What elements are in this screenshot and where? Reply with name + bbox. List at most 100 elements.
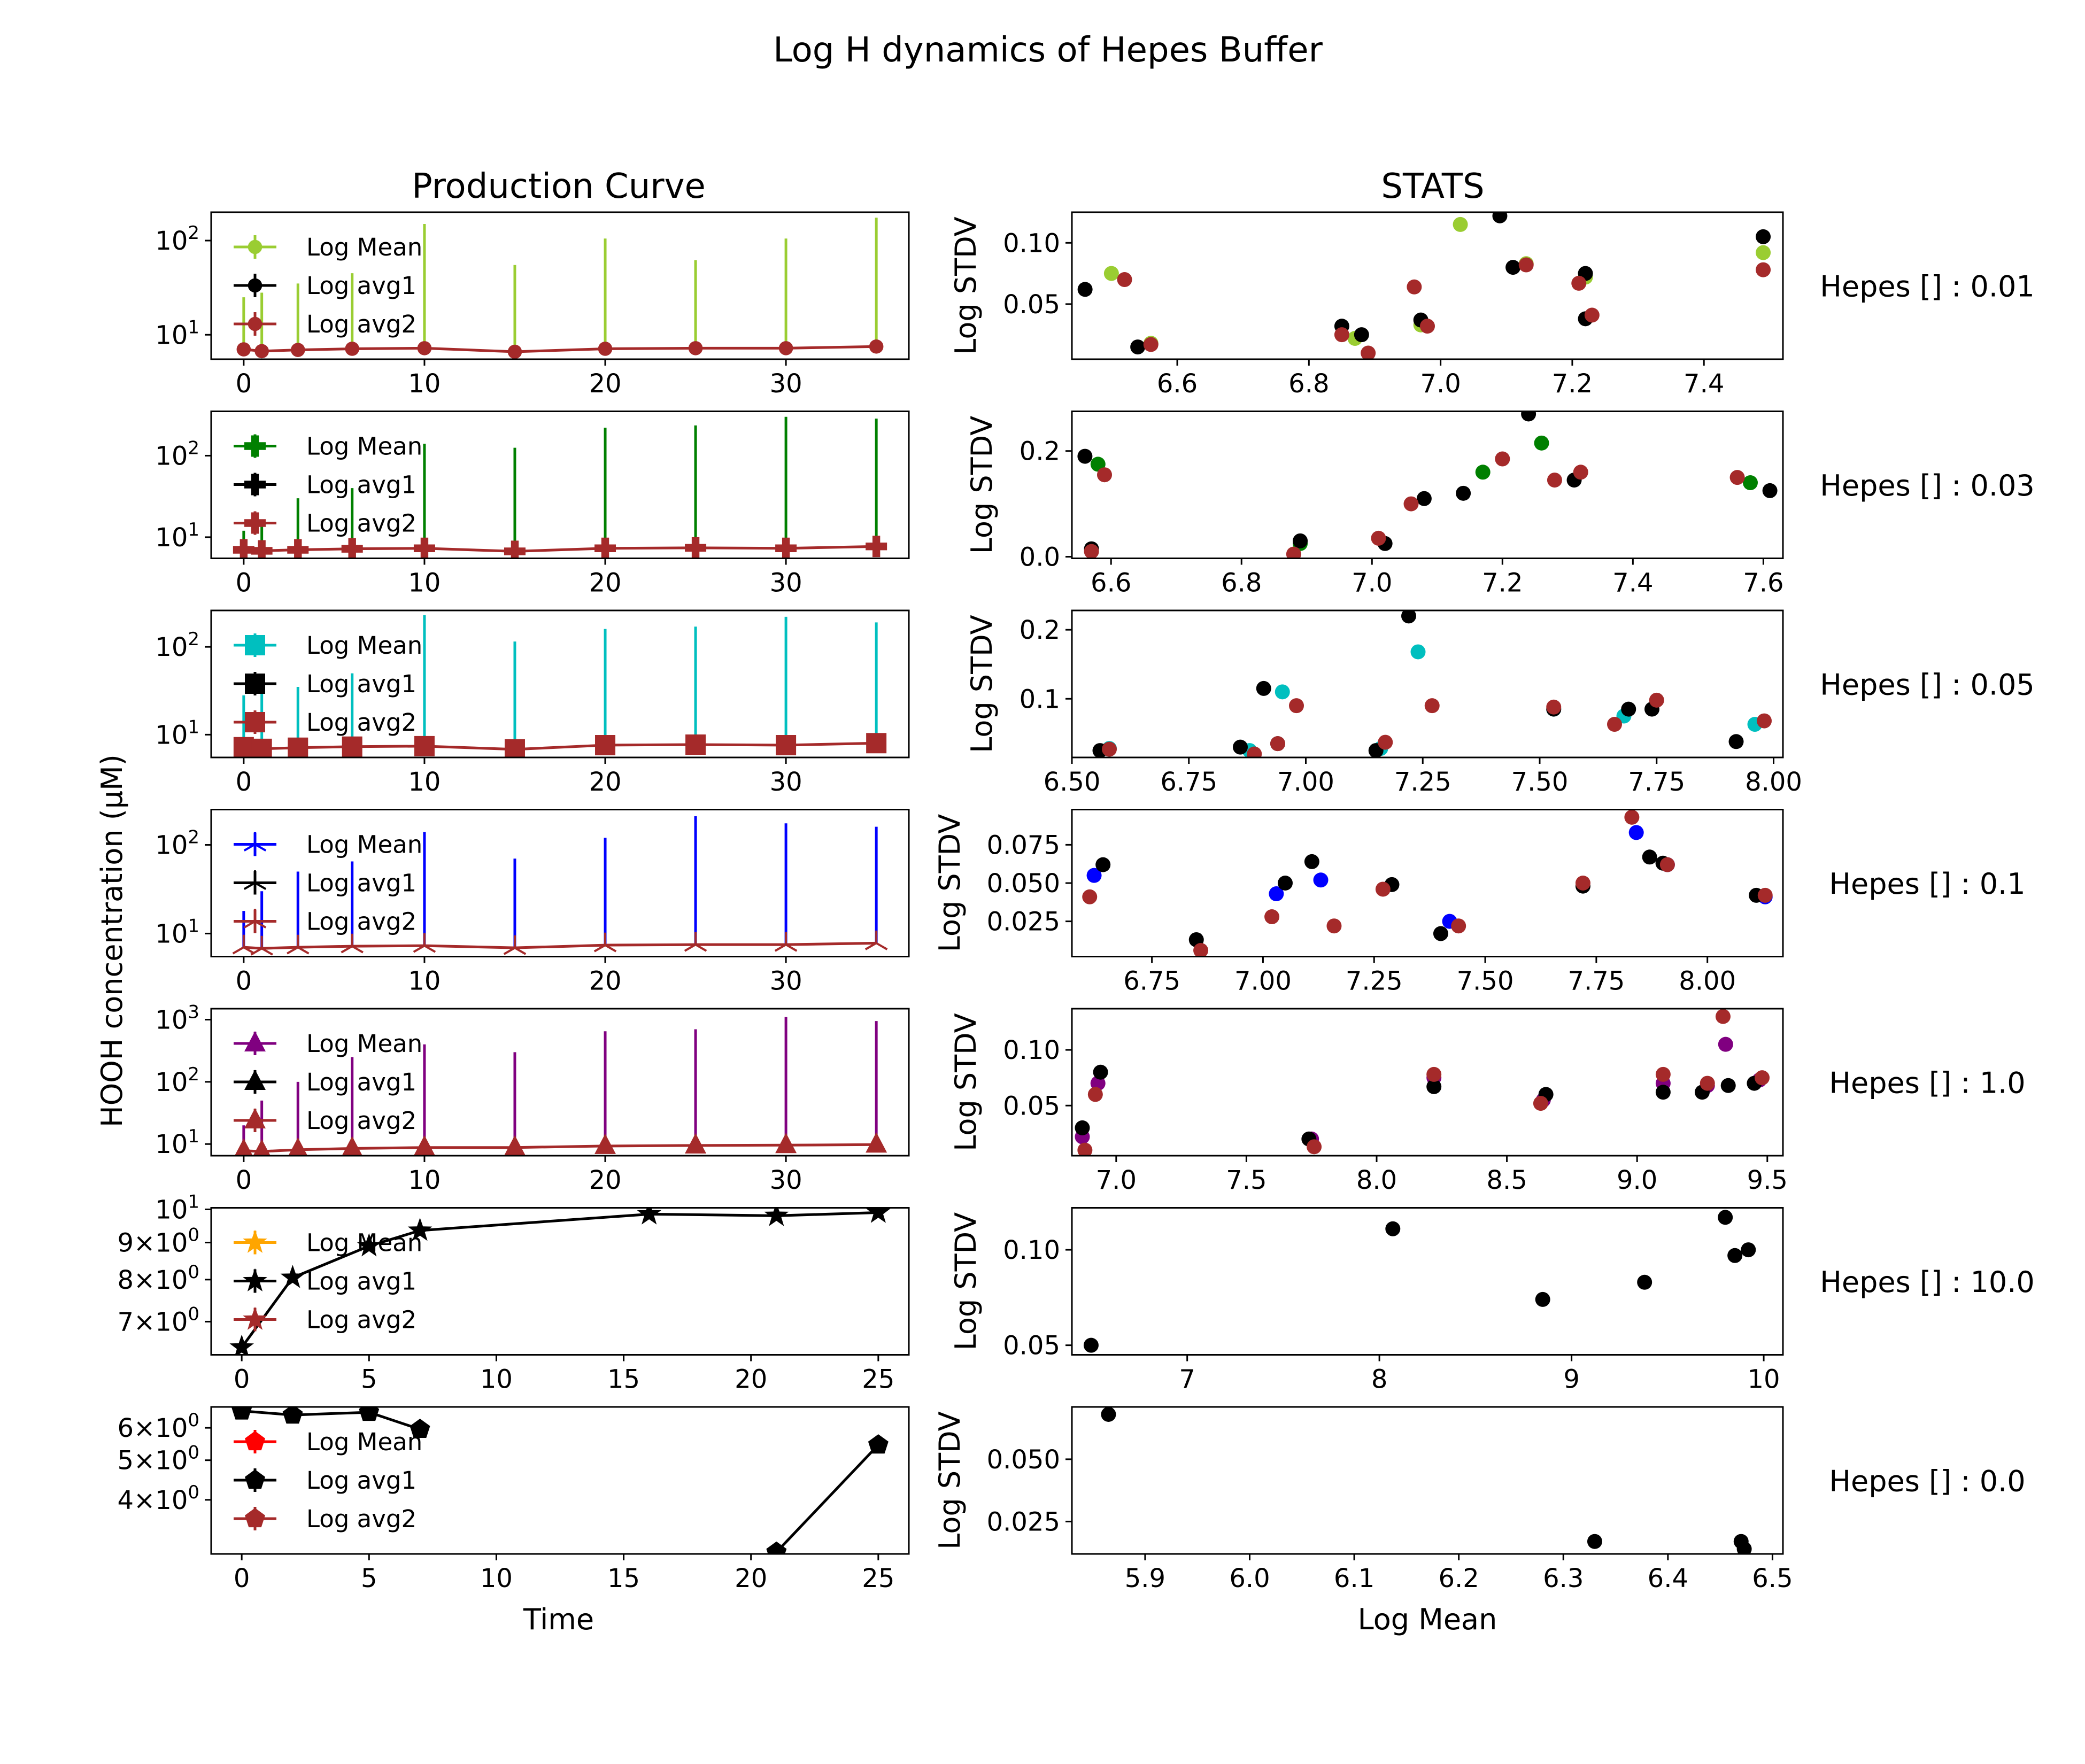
avg2-point — [593, 932, 617, 953]
x-tick-label: 7.2 — [1552, 369, 1593, 399]
y-tick-label: 0.2 — [1020, 615, 1060, 645]
stats-avg1-point — [1587, 1534, 1602, 1549]
x-tick-label: 7.0 — [1096, 1165, 1137, 1195]
legend-label: Log avg2 — [306, 1505, 416, 1533]
legend-marker — [243, 870, 267, 890]
legend-label: Log avg1 — [306, 272, 416, 300]
avg2-point — [345, 342, 360, 356]
x-tick-label: 7.6 — [1743, 568, 1783, 598]
stats-avg1-point — [1505, 260, 1521, 275]
stats-y-label: Log STDV — [933, 814, 967, 953]
x-tick-label: 7.25 — [1346, 966, 1403, 996]
stats-avg2-point — [1326, 918, 1342, 934]
y-tick-label: 0.05 — [1003, 1091, 1060, 1121]
legend-marker — [243, 1306, 267, 1330]
x-tick-label: 0 — [236, 369, 252, 399]
x-tick-label: 5.9 — [1125, 1564, 1165, 1593]
avg2-point — [236, 342, 251, 357]
x-tick-label: 7.5 — [1226, 1165, 1267, 1195]
production-axes-frame — [210, 411, 910, 559]
x-tick-label: 10 — [480, 1564, 513, 1593]
stats-avg1-point — [1642, 849, 1657, 865]
suptitle: Log H dynamics of Hepes Buffer — [773, 30, 1323, 70]
y-tick-label: 0.1 — [1020, 684, 1060, 714]
stats-avg2-point — [1361, 345, 1376, 359]
legend-marker — [243, 1229, 267, 1253]
x-tick-label: 8.00 — [1679, 966, 1736, 996]
y-tick-label: 0.0 — [1020, 543, 1060, 572]
stats-panel: 6.75 7.00 7.25 7.50 7.75 8.00 0.025 0.050 0.075 L… — [933, 809, 2026, 996]
legend-label: Log avg2 — [306, 708, 416, 737]
stats-avg1-point — [1741, 1242, 1756, 1258]
stats-avg2-point — [1097, 467, 1113, 483]
x-tick-label: 15 — [607, 1564, 640, 1593]
production-panel: 0 10 20 30 101 102 Log Mean Log avg1 Log avg2 — [155, 809, 910, 996]
x-tick-label: 0 — [236, 966, 252, 996]
stats-avg1-point — [1077, 448, 1093, 464]
x-tick-label: 0 — [236, 767, 252, 797]
avg2-point — [250, 935, 273, 956]
avg2-point — [414, 736, 435, 756]
stats-plot-area — [1101, 1407, 1752, 1554]
stats-avg2-point — [1117, 272, 1132, 288]
stats-avg2-point — [1575, 876, 1590, 891]
stats-avg2-point — [1729, 470, 1745, 485]
avg1-point — [280, 1265, 305, 1288]
left-column-title: Production Curve — [412, 167, 706, 206]
avg2-line — [243, 545, 877, 553]
x-tick-label: 6.3 — [1543, 1564, 1584, 1593]
stats-avg2-point — [1546, 699, 1562, 715]
x-tick-label: 6.2 — [1439, 1564, 1479, 1593]
production-axes-frame — [210, 211, 910, 360]
stats-avg2-point — [1649, 692, 1664, 708]
x-tick-label: 7.4 — [1612, 568, 1653, 598]
stats-avg1-point — [1385, 1221, 1401, 1236]
left-x-label: Time — [523, 1603, 594, 1636]
avg2-point — [685, 734, 706, 755]
stats-avg1-point — [1401, 610, 1416, 624]
stats-mean-point — [1756, 245, 1771, 260]
avg2-point — [342, 736, 362, 757]
avg1-line — [241, 1409, 421, 1431]
hepes-label: Hepes [] : 0.01 — [1820, 270, 2035, 304]
x-tick-label: 6.50 — [1044, 767, 1101, 797]
stats-avg1-point — [1095, 857, 1111, 872]
stats-plot-area — [1083, 1210, 1756, 1353]
stats-avg1-point — [1756, 229, 1771, 244]
stats-avg1-point — [1278, 876, 1293, 891]
production-panel: 0 10 20 30 101 102 Log Mean Log avg1 Log avg2 — [155, 609, 910, 797]
y-tick-label: 103 — [155, 1001, 199, 1035]
stats-avg1-point — [1535, 1291, 1550, 1307]
avg1-point — [868, 1434, 889, 1454]
legend-marker — [248, 316, 262, 331]
stats-avg1-point — [1293, 533, 1308, 548]
production-plot-area — [233, 615, 887, 757]
x-tick-label: 10 — [1748, 1365, 1780, 1395]
stats-y-label: Log STDV — [933, 1411, 967, 1550]
legend-label: Log avg1 — [306, 670, 416, 698]
production-plot-area — [232, 816, 888, 956]
stats-avg2-point — [1375, 881, 1391, 897]
avg2-point — [287, 539, 309, 559]
y-tick-label: 102 — [155, 1064, 199, 1097]
x-tick-label: 8.5 — [1486, 1165, 1527, 1195]
avg2-point — [413, 1135, 435, 1156]
stats-avg1-point — [1256, 680, 1271, 696]
x-tick-label: 20 — [735, 1564, 767, 1593]
x-tick-label: 20 — [589, 568, 621, 598]
avg2-line — [243, 941, 877, 950]
x-tick-label: 8.00 — [1745, 767, 1802, 797]
y-tick-label: 0.075 — [987, 830, 1060, 860]
legend-marker — [244, 1031, 266, 1051]
stats-panel: 6.6 6.8 7.0 7.2 7.4 0.05 0.10 Log STDV Hepes [] … — [949, 211, 2035, 399]
avg2-point — [869, 339, 884, 354]
stats-avg2-point — [1264, 909, 1280, 925]
stats-avg1-point — [1637, 1274, 1652, 1290]
y-tick-label: 0.050 — [987, 869, 1060, 899]
avg2-point — [341, 538, 363, 559]
avg1-point — [764, 1208, 789, 1226]
y-tick-label: 101 — [155, 716, 199, 750]
y-tick-label: 6×100 — [118, 1410, 199, 1443]
avg1-point — [766, 1541, 787, 1554]
